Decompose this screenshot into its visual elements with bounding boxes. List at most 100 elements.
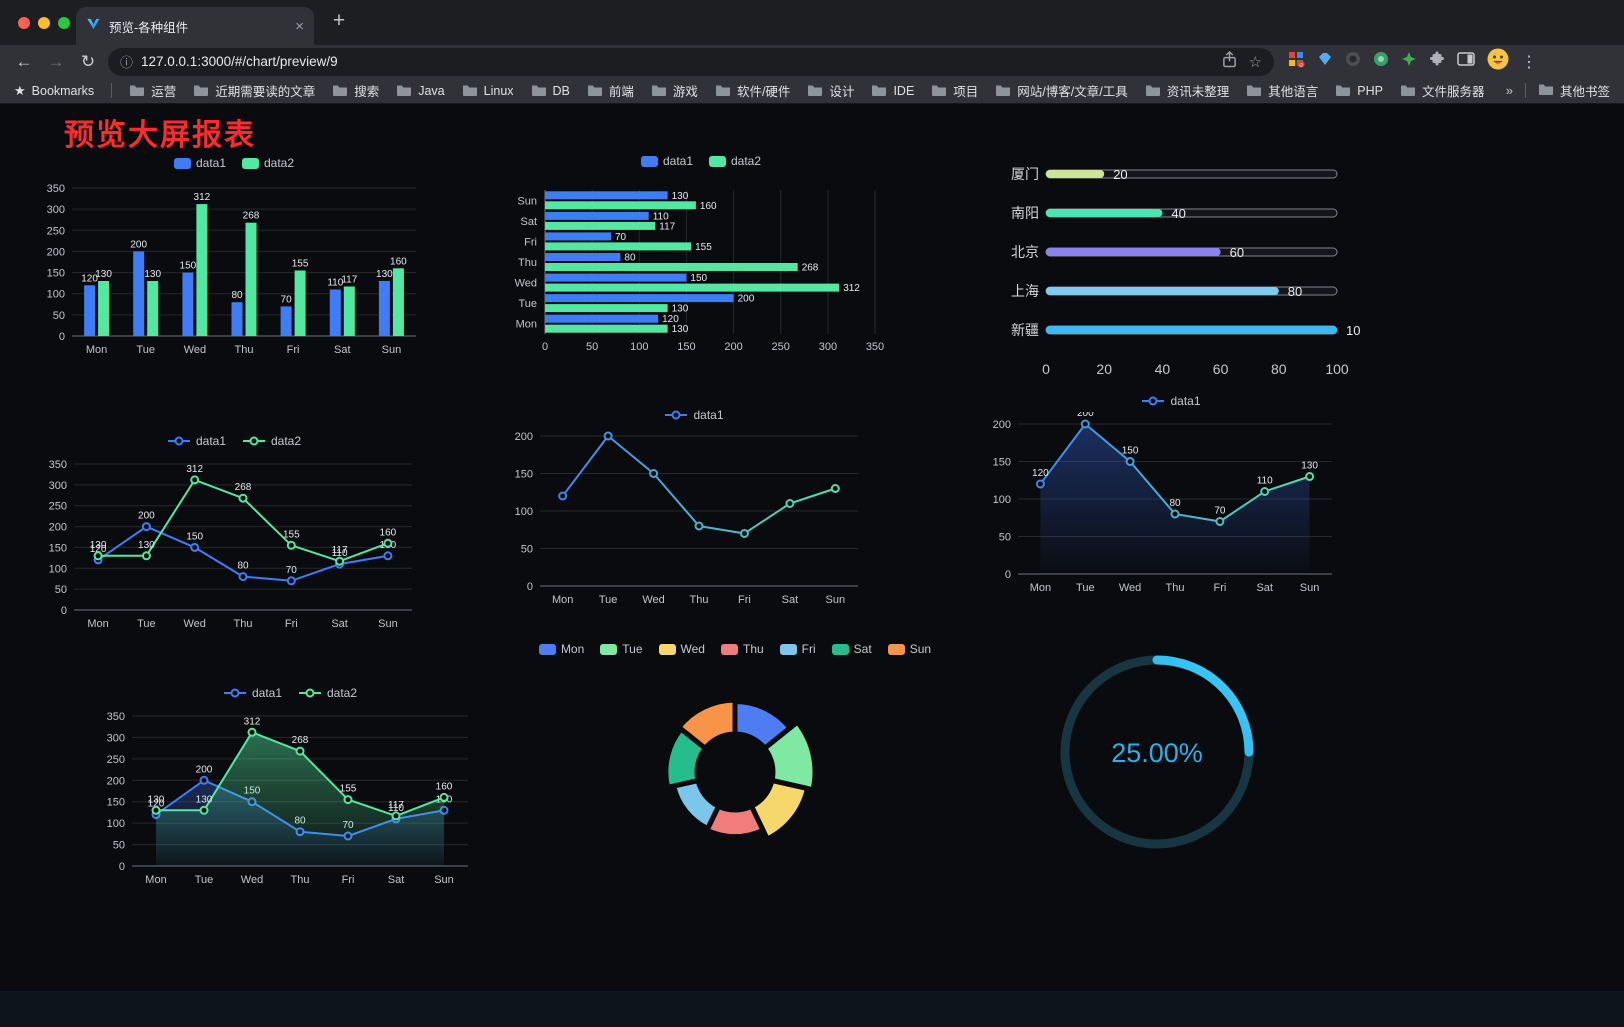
legend-item[interactable]: data1 xyxy=(173,156,226,170)
new-tab-button[interactable]: + xyxy=(332,9,346,32)
bookmark-folder[interactable]: 搜索 xyxy=(332,81,379,100)
bookmark-star-icon[interactable]: ☆ xyxy=(1248,53,1262,71)
bookmark-folder[interactable]: IDE xyxy=(871,84,914,98)
legend-item[interactable]: data2 xyxy=(242,434,301,448)
bookmark-folder[interactable]: 软件/硬件 xyxy=(715,81,790,100)
svg-text:60: 60 xyxy=(1230,245,1244,260)
back-icon[interactable]: ← xyxy=(15,51,33,71)
legend-label: data2 xyxy=(327,686,358,700)
legend-item[interactable]: data1 xyxy=(167,434,226,448)
bookmark-folder[interactable]: Linux xyxy=(462,84,514,98)
forward-icon[interactable]: → xyxy=(47,51,65,71)
gem-extension-icon[interactable] xyxy=(1317,51,1333,72)
legend-label: data1 xyxy=(195,434,226,448)
folder-icon xyxy=(587,85,602,96)
legend-label: data1 xyxy=(662,154,693,168)
svg-text:130: 130 xyxy=(672,191,689,202)
menu-icon[interactable]: ⋮ xyxy=(1521,53,1537,71)
bookmark-folder[interactable]: 其他语言 xyxy=(1246,81,1318,100)
gauge-canvas[interactable]: 25.00% xyxy=(1046,641,1268,863)
bookmark-folder[interactable]: PHP xyxy=(1335,84,1383,98)
bookmark-folder[interactable]: DB xyxy=(531,84,570,98)
tab-title: 预览-各种组件 xyxy=(109,20,189,35)
legend-item[interactable]: data2 xyxy=(298,686,357,700)
svg-text:100: 100 xyxy=(1346,323,1360,338)
progress-bar-canvas[interactable]: 厦门 20 南阳 40 北京 60 上海 80 新疆 100 0 20 40 60 80 100 xyxy=(995,150,1360,390)
svg-text:300: 300 xyxy=(107,732,125,744)
svg-text:350: 350 xyxy=(49,459,67,471)
rose-pie-canvas[interactable] xyxy=(515,660,955,892)
legend-item[interactable]: Fri xyxy=(779,642,816,656)
line-area-dual-canvas[interactable]: 0 50 100 150 200 250 300 350 Mon Tue Wed Thu Fri Sat S… xyxy=(96,704,484,898)
svg-text:Sun: Sun xyxy=(434,874,454,886)
profile-avatar[interactable] xyxy=(1487,48,1509,75)
legend-swatch xyxy=(173,157,191,169)
legend-item[interactable]: data1 xyxy=(1141,394,1201,408)
bookmark-folder[interactable]: 前端 xyxy=(587,81,634,100)
window-zoom-button[interactable] xyxy=(58,17,70,29)
bookmark-folder[interactable]: 游戏 xyxy=(651,81,698,100)
legend-item[interactable]: data2 xyxy=(709,154,761,168)
svg-text:350: 350 xyxy=(107,711,125,723)
single-line-chart: data1 0 50 100 150 200 Mon Tue Wed Thu Fri Sat Sun xyxy=(510,404,878,622)
line-single-canvas[interactable]: 0 50 100 150 200 Mon Tue Wed Thu Fri Sat Sun xyxy=(510,426,878,622)
svg-text:Fri: Fri xyxy=(524,236,537,248)
bookmark-folder[interactable]: Java xyxy=(396,84,445,98)
svg-text:70: 70 xyxy=(1214,506,1226,517)
window-minimize-button[interactable] xyxy=(38,17,50,29)
folder-icon xyxy=(194,85,209,96)
svg-text:40: 40 xyxy=(1155,361,1171,377)
bookmarks-root[interactable]: ★ Bookmarks xyxy=(14,83,94,99)
page-title: 预览大屏报表 xyxy=(64,119,256,152)
legend-item[interactable]: Tue xyxy=(600,642,643,656)
line-area-single-canvas[interactable]: 0 50 100 150 200 Mon Tue Wed Thu Fri Sat Sun 120 200 1… xyxy=(990,412,1352,608)
legend-item[interactable]: data1 xyxy=(664,408,724,422)
other-bookmarks-folder[interactable]: 其他书签 xyxy=(1538,81,1610,100)
legend-item[interactable]: Thu xyxy=(720,642,764,656)
svg-text:Thu: Thu xyxy=(518,257,537,269)
legend-item[interactable]: data2 xyxy=(242,156,294,170)
bookmark-folder[interactable]: 设计 xyxy=(807,81,854,100)
legend-item[interactable]: data1 xyxy=(640,154,693,168)
reload-icon[interactable]: ↻ xyxy=(80,51,96,71)
legend-item[interactable]: Wed xyxy=(658,642,705,656)
grid-extension-icon[interactable]: o xyxy=(1288,51,1305,73)
svg-text:300: 300 xyxy=(49,480,67,492)
site-info-icon[interactable]: ⓘ xyxy=(120,55,134,70)
legend-item[interactable]: data1 xyxy=(223,686,282,700)
legend-label: Mon xyxy=(560,642,585,656)
svg-text:Tue: Tue xyxy=(136,344,155,356)
svg-text:Thu: Thu xyxy=(690,594,709,606)
address-bar[interactable]: ⓘ 127.0.0.1:3000/#/chart/preview/9 ☆ xyxy=(108,47,1274,76)
bookmark-folder[interactable]: 近期需要读的文章 xyxy=(193,81,315,100)
share-icon[interactable] xyxy=(1222,50,1237,73)
bookmarks-overflow-icon[interactable]: » xyxy=(1505,83,1513,98)
bookmark-folder[interactable]: 运营 xyxy=(129,81,176,100)
puzzle-icon[interactable] xyxy=(1429,51,1445,72)
browser-tab[interactable]: 预览-各种组件 × xyxy=(76,7,314,45)
green-extension-icon[interactable] xyxy=(1373,51,1389,72)
bookmark-folder[interactable]: 网站/博客/文章/工具 xyxy=(995,81,1128,100)
legend-item[interactable]: Mon xyxy=(538,642,585,656)
bookmark-folder[interactable]: 资讯未整理 xyxy=(1145,81,1229,100)
chart-legend: data1 xyxy=(990,390,1352,412)
svg-text:117: 117 xyxy=(332,545,348,556)
svg-text:Thu: Thu xyxy=(1166,582,1185,594)
line-dual-canvas[interactable]: 0 50 100 150 200 250 300 350 Mon Tue Wed Thu Fri Sat S… xyxy=(40,452,428,644)
side-panel-icon[interactable] xyxy=(1457,51,1475,72)
bar-chart-canvas[interactable]: 050100150200250300350Mon120130Tue200130W… xyxy=(36,174,432,374)
star-extension-icon[interactable] xyxy=(1401,51,1417,72)
legend-swatch xyxy=(831,643,849,655)
legend-item[interactable]: Sat xyxy=(831,642,872,656)
svg-text:新疆: 新疆 xyxy=(1011,322,1039,338)
bookmark-folder[interactable]: 文件服务器 xyxy=(1400,81,1484,100)
dark-extension-icon[interactable] xyxy=(1345,51,1361,72)
folder-icon xyxy=(1400,85,1415,96)
window-close-button[interactable] xyxy=(18,17,30,29)
chart-legend: data1 data2 xyxy=(96,682,484,704)
bookmark-folder[interactable]: 项目 xyxy=(931,81,978,100)
tab-close-icon[interactable]: × xyxy=(295,17,304,35)
star-icon: ★ xyxy=(14,82,26,98)
legend-item[interactable]: Sun xyxy=(887,642,931,656)
